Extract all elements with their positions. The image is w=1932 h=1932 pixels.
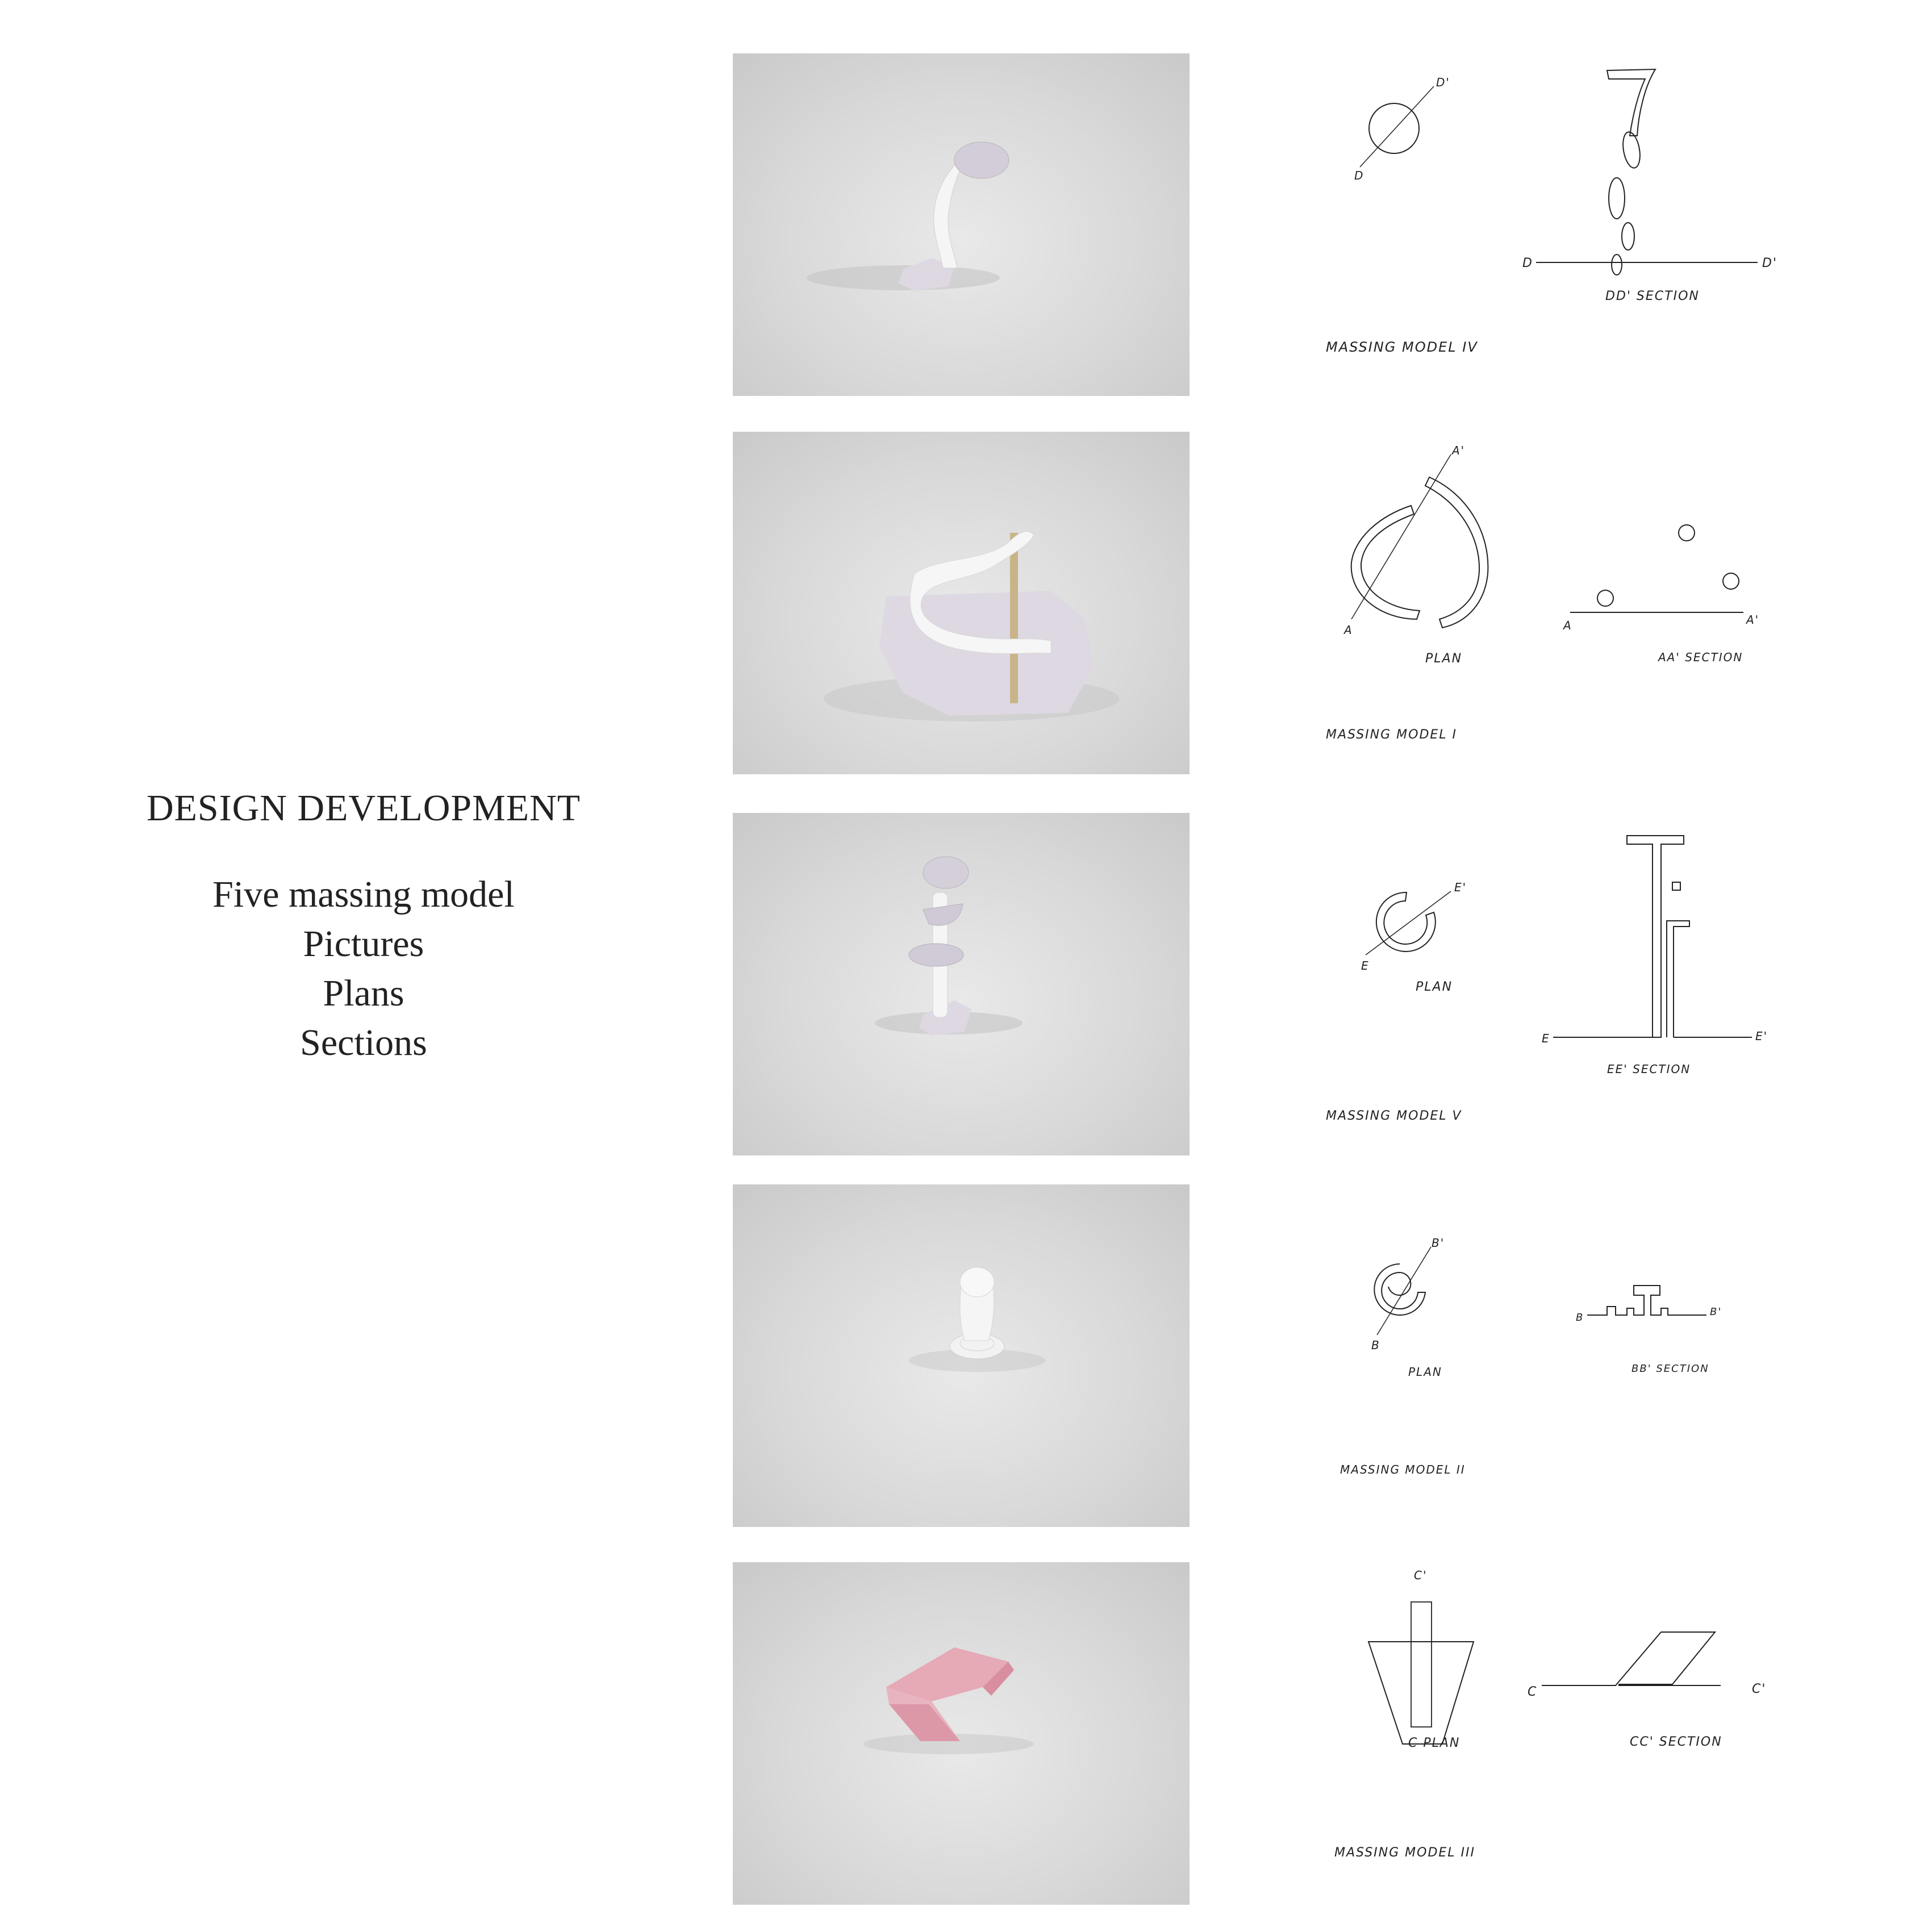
model-photo-ii [733,1184,1190,1527]
intro-block: DESIGN DEVELOPMENT Five massing model Pi… [91,787,636,1067]
plan-label-iii: C PLAN [1408,1736,1460,1750]
section-label-ee: EE' SECTION [1607,1062,1691,1076]
intro-line-models: Five massing model [212,874,515,915]
massing-model-label-ii: MASSING MODEL II [1340,1463,1466,1476]
model-v-drawings: E' E PLAN E E' EE' SECTION MASSING MODEL… [1326,835,1768,1123]
section-label-bb: BB' SECTION [1631,1363,1709,1375]
plan-label-ii: PLAN [1408,1365,1442,1379]
model-iv-drawings: D' D D D' DD' SECTION MASSING MODEL IV [1326,68,1777,355]
model-pink-fold-photo [863,1647,1034,1754]
model-photo-i [733,432,1190,774]
drawing-sheet-iii: C' C PLAN C C' CC' SECTION MASSING MODEL… [1297,1562,1779,1905]
model-column-disc-photo [807,141,1009,291]
plan-label-i: PLAN [1425,652,1462,666]
massing-model-label-iv: MASSING MODEL IV [1326,339,1478,355]
section-cut-a-prime: A' [1745,613,1759,627]
drawing-sheet-v: E' E PLAN E E' EE' SECTION MASSING MODEL… [1297,813,1779,1155]
massing-model-label-iii: MASSING MODEL III [1334,1846,1475,1860]
section-cut-b: B [1576,1312,1584,1324]
model-ii-drawings: B' B PLAN B B' BB' SECTION MASSING MODEL… [1340,1236,1722,1476]
massing-model-label-i: MASSING MODEL I [1326,728,1457,742]
section-label-cc: CC' SECTION [1630,1735,1722,1749]
section-cut-c: C [1528,1685,1537,1699]
section-label-dd: DD' SECTION [1605,289,1700,303]
section-cut-d-prime: D' [1762,256,1777,270]
section-cut-d: D [1522,256,1533,270]
model-i-drawings: A' A PLAN A A' AA' SECTION MASSING MODEL… [1326,444,1759,742]
drawing-sheet-ii: B' B PLAN B B' BB' SECTION MASSING MODEL… [1297,1184,1779,1527]
model-spiral-photo [909,1267,1045,1372]
model-arc-ribbon-photo [824,531,1119,721]
drawing-sheet-i: A' A PLAN A A' AA' SECTION MASSING MODEL… [1297,432,1779,774]
plan-label-v: PLAN [1416,980,1453,994]
intro-line-pictures: Pictures [303,923,424,965]
cut-mark-e-prime: E' [1454,881,1467,894]
model-photo-iv [733,53,1190,396]
model-stacked-discs-photo [875,856,1023,1036]
section-cut-a: A [1562,619,1572,632]
cut-mark-e: E [1361,959,1370,973]
cut-mark-b: B [1371,1338,1380,1352]
intro-title: DESIGN DEVELOPMENT [146,787,581,829]
drawing-sheet-iv: D' D D D' DD' SECTION MASSING MODEL IV [1297,53,1779,396]
section-cut-e: E [1542,1032,1550,1045]
section-cut-c-prime: C' [1752,1682,1766,1696]
cut-mark-d: D [1354,169,1364,182]
section-cut-b-prime: B' [1710,1306,1722,1318]
cut-mark-a: A [1343,623,1353,637]
section-cut-e-prime: E' [1755,1029,1768,1043]
cut-mark-a-prime: A' [1451,444,1465,457]
massing-model-label-v: MASSING MODEL V [1326,1109,1462,1123]
cut-mark-d-prime: D' [1436,76,1450,89]
model-photo-v [733,813,1190,1155]
section-label-aa: AA' SECTION [1657,650,1743,664]
model-iii-drawings: C' C PLAN C C' CC' SECTION MASSING MODEL… [1334,1568,1766,1860]
cut-mark-c-prime: C' [1414,1568,1427,1582]
intro-line-sections: Sections [300,1022,427,1063]
model-photo-iii [733,1562,1190,1905]
cut-mark-b-prime: B' [1432,1236,1445,1250]
intro-line-plans: Plans [323,973,404,1014]
